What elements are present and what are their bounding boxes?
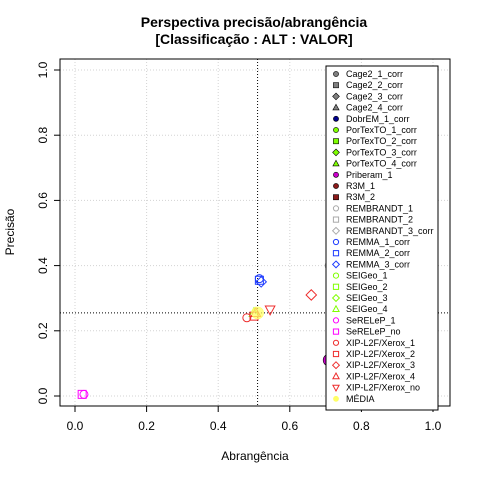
legend-marker-remma-2-corr [332,250,340,257]
legend-marker-serelep-1 [332,317,340,324]
legend-label: Cage2_4_corr [346,103,403,113]
legend-label: REMBRANDT_3_corr [346,226,434,236]
legend-label: PorTexTO_1_corr [346,125,417,135]
legend-marker-seigeo-2 [332,283,340,290]
legend-marker-xip-l2f-xerox-no [332,384,340,393]
data-point-xip-l2f-xerox-3 [305,289,318,301]
legend-marker-portexto-4-corr [332,159,340,167]
data-point-serelep-no [77,389,87,399]
legend-label: XIP-L2F/Xerox_1 [346,338,415,348]
legend-label: REMMA_3_corr [346,259,410,269]
legend-label: XIP-L2F/Xerox_2 [346,349,415,359]
chart-subtitle: [Classificação : ALT : VALOR] [155,31,352,47]
legend-label: REMBRANDT_1 [346,203,413,213]
legend-label: Cage2_2_corr [346,80,403,90]
legend-label: R3M_2 [346,192,375,202]
legend-label: PorTexTO_3_corr [346,147,417,157]
legend-label: Cage2_1_corr [346,69,403,79]
y-tick-label: 0.4 [36,257,50,274]
legend-box [325,65,439,411]
legend-marker-cage2-4-corr [332,103,340,111]
chart-title: Perspectiva precisão/abrangência [141,14,368,30]
data-point-xip-l2f-xerox-1 [242,313,252,323]
y-tick-label: 0.0 [36,387,50,404]
legend-label: SEIGeo_1 [346,271,388,281]
legend-marker-seigeo-4 [332,304,340,313]
legend-marker-rembrandt-2 [332,216,340,223]
legend-marker-portexto-1-corr [333,127,339,133]
legend-label: XIP-L2F/Xerox_no [346,383,420,393]
legend-label: PorTexTO_2_corr [346,136,417,146]
legend-label: SEIGeo_4 [346,304,388,314]
x-tick-label: 0.2 [138,419,155,433]
legend-marker-remma-3-corr [331,260,341,269]
legend-marker-seigeo-1 [332,272,340,279]
legend-marker-xip-l2f-xerox-3 [331,361,341,370]
x-tick-label: 0.4 [210,419,227,433]
legend-marker-portexto-2-corr [333,138,339,145]
legend-marker-m-dia [333,395,339,402]
legend-label: SeRELeP_no [346,327,401,337]
legend-label: SEIGeo_2 [346,282,388,292]
legend-label: PorTexTO_4_corr [346,159,417,169]
legend-marker-cage2-2-corr [333,82,339,89]
legend-label: R3M_1 [346,181,375,191]
data-point-remma-2-corr [254,275,264,285]
legend-marker-serelep-no [332,328,340,335]
y-tick-label: 0.6 [36,192,50,209]
legend-marker-r3m-2 [333,194,339,201]
y-tick-label: 0.2 [36,322,50,339]
legend-marker-cage2-1-corr [333,71,339,77]
legend-marker-xip-l2f-xerox-2 [332,350,340,358]
y-tick-label: 1.0 [36,61,50,78]
legend-label: XIP-L2F/Xerox_4 [346,371,415,381]
y-axis-label: Precisão [3,208,17,255]
data-point-xip-l2f-xerox-no [264,305,276,316]
legend-marker-rembrandt-1 [332,205,340,212]
legend-label: DobrEM_1_corr [346,114,410,124]
legend-label: REMMA_1_corr [346,237,410,247]
data-point-remma-3-corr [255,275,268,288]
legend-label: SEIGeo_3 [346,293,388,303]
x-tick-label: 0.6 [281,419,298,433]
legend-label: XIP-L2F/Xerox_3 [346,360,415,370]
legend-label: REMMA_2_corr [346,248,410,258]
data-points [77,261,336,399]
legend-marker-rembrandt-3-corr [331,226,341,235]
legend-marker-priberam-1 [333,171,339,178]
legend-marker-r3m-1 [333,183,339,189]
x-tick-label: 1.0 [425,419,442,433]
legend-marker-remma-1-corr [332,238,340,246]
legend-label: MÉDIA [346,394,375,404]
legend-marker-xip-l2f-xerox-4 [332,371,340,380]
x-axis-label: Abrangência [221,449,289,463]
legend-marker-portexto-3-corr [332,148,340,157]
legend-marker-xip-l2f-xerox-1 [332,339,340,346]
data-point-serelep-1 [79,389,89,399]
y-tick-label: 0.8 [36,127,50,144]
plot-border [59,58,451,407]
legend-marker-cage2-3-corr [332,92,340,101]
legend-marker-seigeo-3 [331,293,341,303]
legend-label: SeRELeP_1 [346,315,396,325]
x-tick-label: 0.0 [67,419,84,433]
legend-marker-dobrem-1-corr [333,115,339,122]
legend-label: REMBRANDT_2 [346,215,413,225]
data-point-m-dia [251,306,264,320]
legend-label: Priberam_1 [346,170,393,180]
x-tick-label: 0.8 [353,419,370,433]
legend-label: Cage2_3_corr [346,91,403,101]
